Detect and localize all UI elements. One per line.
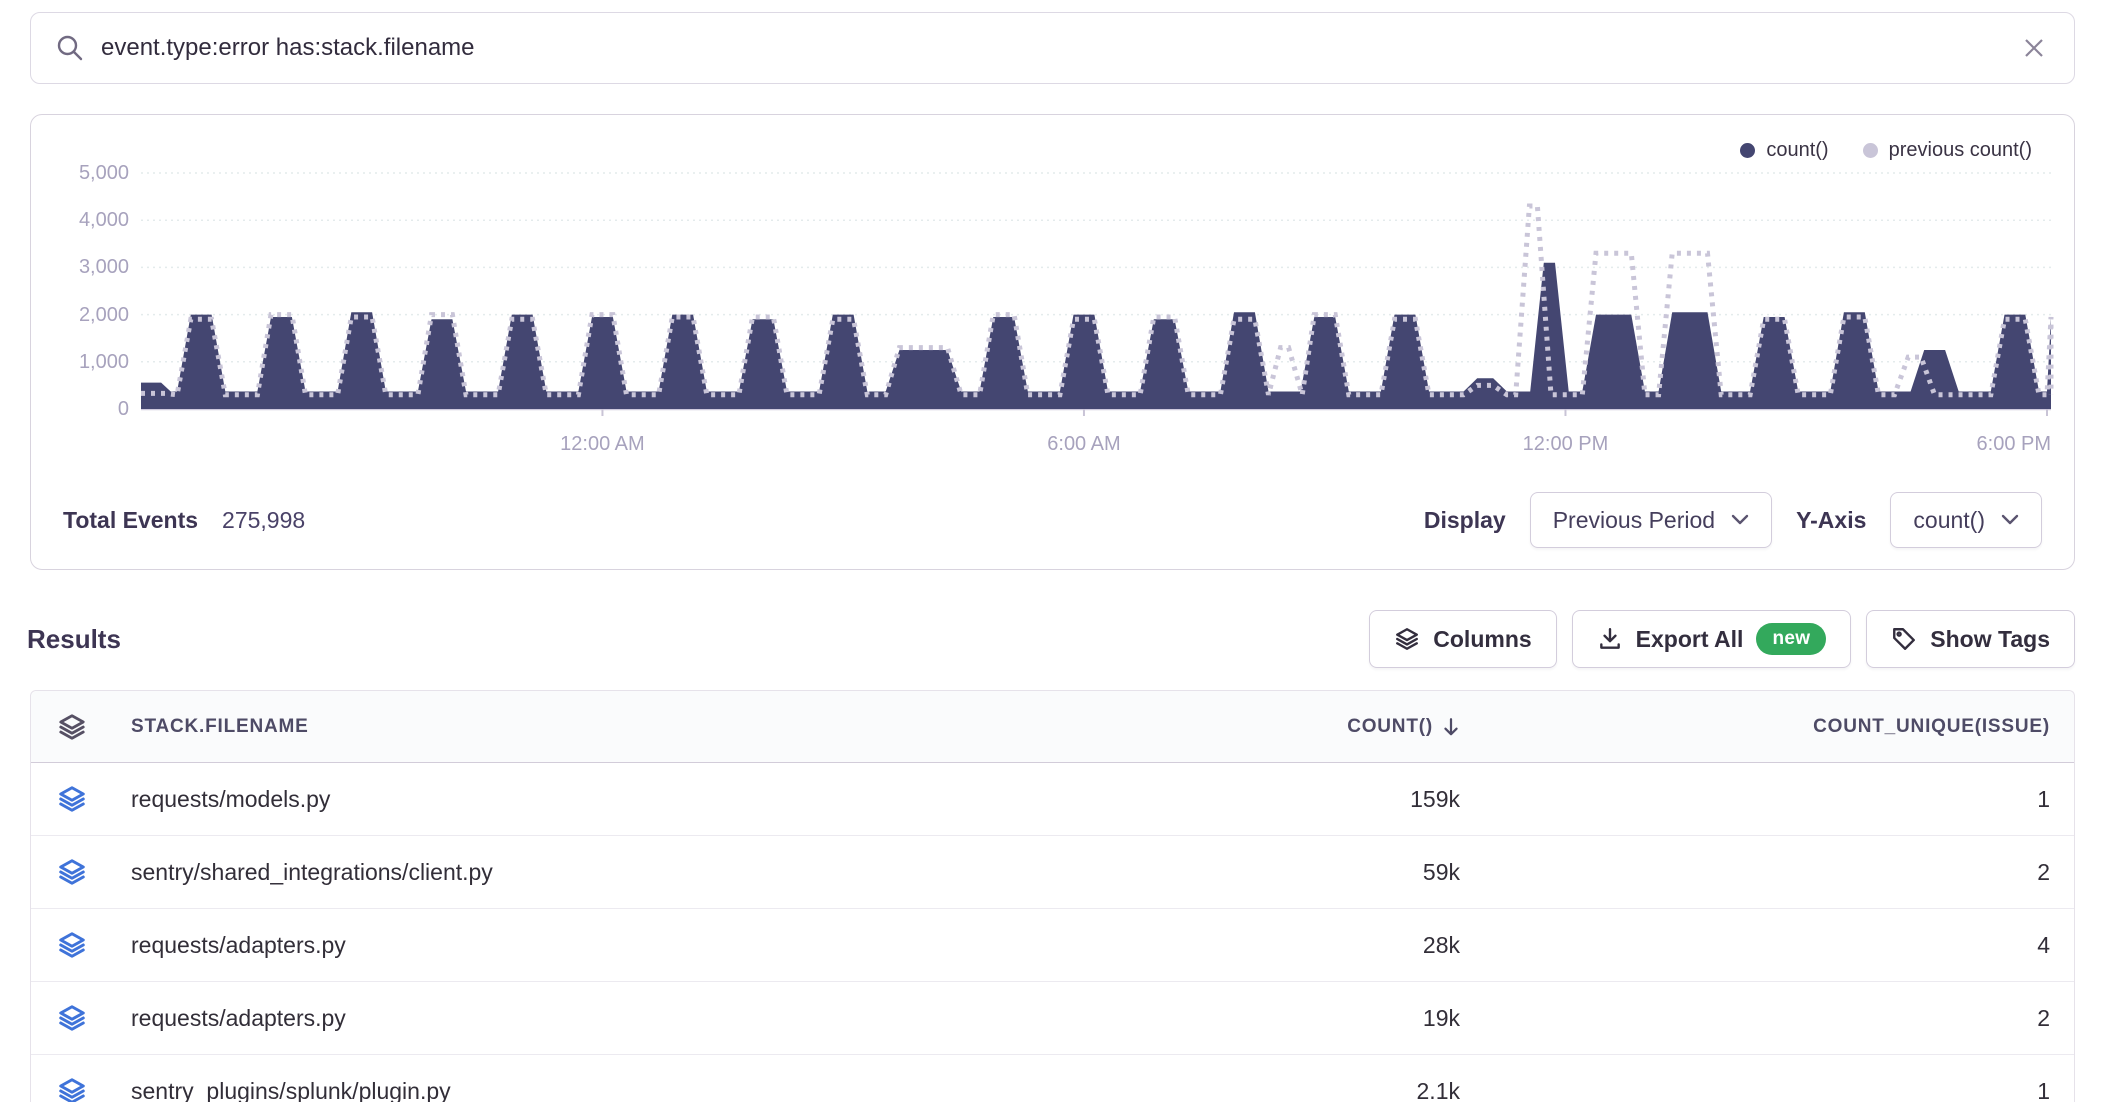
column-header-count[interactable]: COUNT() [1347, 716, 1460, 738]
table-row[interactable]: requests/adapters.py 28k 4 [31, 909, 2074, 982]
results-table: STACK.FILENAME COUNT() COUNT_UNIQUE(ISSU… [30, 690, 2075, 1102]
legend-item-previous-count[interactable]: previous count() [1862, 139, 2032, 162]
count-series-dot-icon [1740, 143, 1756, 158]
y-axis-tick-label: 0 [117, 398, 129, 420]
row-layers-icon-cell [31, 857, 131, 887]
table-row[interactable]: sentry/shared_integrations/client.py 59k… [31, 836, 2074, 909]
row-count-unique: 1 [2037, 785, 2050, 812]
row-layers-icon-cell [31, 784, 131, 814]
y-axis-tick-label: 2,000 [78, 303, 129, 326]
table-row[interactable]: requests/models.py 159k 1 [31, 763, 2074, 836]
layers-icon [59, 713, 85, 740]
show-tags-button[interactable]: Show Tags [1866, 610, 2075, 668]
search-bar[interactable]: event.type:error has:stack.filename [30, 12, 2075, 84]
row-layers-icon-cell [31, 1076, 131, 1102]
y-axis-tick-label: 4,000 [78, 209, 129, 232]
layers-icon [59, 1078, 85, 1102]
x-axis-tick-label: 6:00 PM [1976, 433, 2051, 455]
row-filename[interactable]: requests/adapters.py [131, 931, 346, 958]
layers-icon [1396, 628, 1419, 650]
chart-footer: Total Events 275,998 Display Previous Pe… [63, 491, 2042, 549]
layers-icon [59, 932, 85, 958]
column-header-stack-filename[interactable]: STACK.FILENAME [131, 715, 309, 737]
chevron-down-icon [1731, 514, 1749, 525]
row-filename[interactable]: requests/models.py [131, 785, 331, 812]
x-axis-tick-label: 12:00 PM [1522, 433, 1609, 455]
export-all-button-label: Export All [1635, 625, 1744, 652]
column-header-count-unique[interactable]: COUNT_UNIQUE(ISSUE) [1813, 715, 2050, 737]
row-filename[interactable]: requests/adapters.py [131, 1004, 346, 1031]
row-count: 59k [1422, 858, 1460, 885]
events-chart-panel: count() previous count() 5,000 4,000 3,000… [30, 114, 2075, 570]
legend-item-count[interactable]: count() [1740, 139, 1829, 162]
results-header: Results Columns Export All new Sho [27, 610, 2075, 668]
export-all-button[interactable]: Export All new [1571, 610, 1852, 668]
row-count-unique: 2 [2037, 858, 2050, 885]
count-header-label: COUNT() [1347, 715, 1433, 737]
row-count-unique: 1 [2037, 1077, 2050, 1102]
row-layers-icon-cell [31, 1003, 131, 1033]
clear-search-icon[interactable] [2020, 34, 2048, 62]
tag-icon [1893, 628, 1916, 650]
layers-icon [59, 786, 85, 812]
row-count: 159k [1410, 785, 1460, 812]
columns-button-label: Columns [1433, 625, 1532, 652]
display-label: Display [1423, 506, 1506, 533]
layers-icon [59, 1005, 85, 1031]
download-icon [1599, 628, 1620, 649]
table-row[interactable]: sentry_plugins/splunk/plugin.py 2.1k 1 [31, 1055, 2074, 1102]
display-dropdown[interactable]: Previous Period [1529, 492, 1773, 548]
row-count-unique: 4 [2037, 931, 2050, 958]
row-count: 2.1k [1416, 1077, 1460, 1102]
row-layers-icon-cell [31, 930, 131, 960]
row-count: 28k [1422, 931, 1460, 958]
table-row[interactable]: requests/adapters.py 19k 2 [31, 982, 2074, 1055]
layers-icon [59, 859, 85, 885]
search-icon [57, 35, 83, 61]
chart-legend: count() previous count() [1740, 139, 2032, 162]
legend-label: count() [1766, 139, 1829, 161]
y-axis-label: Y-Axis [1796, 506, 1867, 533]
results-title: Results [27, 623, 121, 654]
total-events-label: Total Events [63, 506, 199, 533]
show-tags-button-label: Show Tags [1930, 625, 2050, 652]
search-input[interactable]: event.type:error has:stack.filename [101, 34, 475, 61]
columns-button[interactable]: Columns [1369, 610, 1557, 668]
total-events-value: 275,998 [222, 506, 306, 533]
y-axis-tick-label: 3,000 [78, 256, 129, 279]
y-axis-dropdown[interactable]: count() [1890, 492, 2042, 548]
previous-count-series-dot-icon [1862, 143, 1878, 158]
display-dropdown-value: Previous Period [1552, 506, 1716, 533]
sort-desc-arrow-icon [1444, 717, 1458, 735]
row-count: 19k [1422, 1004, 1460, 1031]
row-filename[interactable]: sentry/shared_integrations/client.py [131, 858, 493, 885]
header-layers-icon-cell [31, 712, 131, 742]
y-axis-tick-label: 5,000 [78, 162, 129, 184]
events-area-chart [141, 172, 2054, 416]
legend-label: previous count() [1888, 139, 2032, 161]
row-filename[interactable]: sentry_plugins/splunk/plugin.py [131, 1077, 451, 1102]
chevron-down-icon [2001, 514, 2019, 525]
y-axis-dropdown-value: count() [1913, 506, 1985, 533]
x-axis-tick-label: 6:00 AM [1047, 433, 1121, 455]
x-axis-tick-label: 12:00 AM [560, 433, 645, 455]
y-axis-tick-label: 1,000 [78, 350, 129, 373]
table-header-row: STACK.FILENAME COUNT() COUNT_UNIQUE(ISSU… [31, 691, 2074, 763]
new-badge: new [1756, 623, 1827, 655]
row-count-unique: 2 [2037, 1004, 2050, 1031]
table-body: requests/models.py 159k 1 sentry/shared_… [31, 763, 2074, 1102]
